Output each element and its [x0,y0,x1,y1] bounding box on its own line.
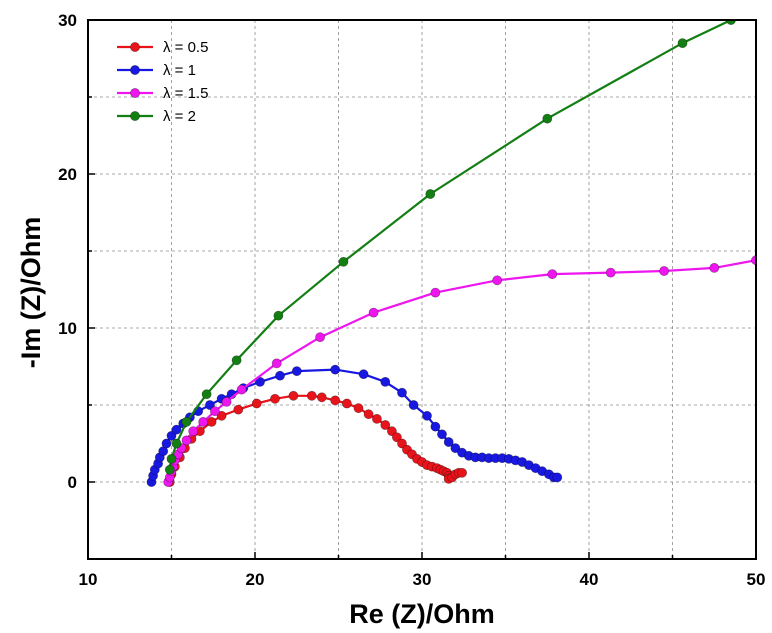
data-point [380,420,391,430]
data-point [204,400,215,410]
series-layer [146,20,756,487]
data-point [430,421,441,432]
data-point [251,398,262,409]
data-point [271,358,282,369]
data-point [552,472,563,483]
legend-item: λ = 0.5 [117,39,208,56]
legend: λ = 0.5 λ = 1 λ = 1.5 λ = 2 [117,39,208,125]
legend-swatch-marker [130,42,140,52]
data-point [306,390,317,401]
x-axis-title: Re (Z)/Ohm [349,599,495,629]
data-point [358,369,369,380]
legend-label: λ = 1.5 [163,85,208,102]
data-point [188,426,199,437]
legend-item: λ = 1 [117,62,196,79]
legend-swatch-marker [130,88,140,98]
data-point [198,416,209,427]
data-point [425,189,436,199]
y-axis-title: -Im (Z)/Ohm [16,217,46,368]
data-point [171,438,182,449]
data-point [181,435,192,446]
data-point [430,287,441,298]
y-tick-label: 30 [58,11,77,30]
legend-swatch-marker [130,65,140,75]
data-point [273,310,284,321]
data-point [386,426,397,437]
data-point [363,409,374,420]
legend-item: λ = 1.5 [117,85,208,102]
data-point [542,113,553,124]
data-point [443,437,454,447]
data-point [726,20,736,25]
data-point [492,275,503,286]
data-point [164,464,175,475]
data-point [659,266,669,276]
data-point [209,406,220,417]
data-point [353,403,364,413]
x-tick-label: 50 [747,570,766,589]
data-point [206,416,217,427]
data-point [391,432,402,443]
data-point [275,370,285,381]
data-point [255,376,265,387]
data-point [330,395,341,406]
y-tick-label: 10 [58,319,77,338]
data-point [751,255,756,266]
data-point [181,416,192,427]
data-point [161,438,172,449]
data-point [422,410,432,421]
data-point [315,332,325,343]
data-point [166,430,177,441]
data-point [408,400,419,410]
data-point [233,404,244,415]
x-tick-label: 20 [246,570,265,589]
data-point [677,38,688,48]
legend-swatch-marker [130,111,140,121]
data-point [368,307,379,318]
data-point [547,269,558,279]
data-point [709,262,720,273]
data-point [201,389,212,400]
data-point [397,387,407,398]
series-3 [164,20,736,475]
y-tick-label: 20 [58,165,77,184]
x-tick-label: 30 [413,570,432,589]
x-tick-label: 40 [580,570,599,589]
data-point [288,390,299,401]
data-point [166,453,177,464]
data-point [171,424,182,435]
data-point [316,392,327,403]
data-point [380,376,391,387]
legend-label: λ = 0.5 [163,39,208,56]
data-point [371,413,382,424]
axis-ticks: 10 20 30 40 50 0 10 20 30 [58,11,765,589]
data-point [216,410,227,421]
x-tick-label: 10 [79,570,98,589]
data-point [236,384,247,395]
data-point [341,398,352,409]
data-point [221,396,232,407]
data-point [231,355,242,366]
series-1 [146,364,563,487]
data-point [330,364,341,375]
data-point [450,443,461,453]
legend-label: λ = 2 [163,108,196,125]
data-point [270,393,280,404]
data-point [605,267,616,278]
data-point [457,467,467,478]
data-point [291,366,302,376]
data-point [437,429,447,440]
legend-label: λ = 1 [163,62,196,79]
data-point [338,256,349,267]
data-point [397,438,407,449]
legend-item: λ = 2 [117,108,196,125]
y-tick-label: 0 [68,473,77,492]
